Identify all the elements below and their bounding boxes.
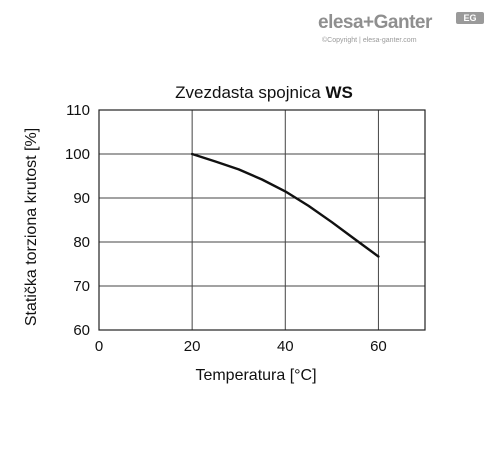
brand-copyright: ©Copyright | elesa-ganter.com — [322, 37, 417, 44]
x-axis-label: Temperatura [°C] — [195, 367, 316, 384]
y-tick-label: 80 — [73, 234, 90, 251]
x-tick-label: 20 — [184, 338, 201, 355]
x-tick-label: 60 — [370, 338, 387, 355]
plot-frame — [98, 109, 426, 331]
y-tick-label: 110 — [66, 102, 90, 119]
x-tick-label: 40 — [277, 338, 294, 355]
tick-labels: 0 20 40 60 60 70 80 90 100 110 — [65, 102, 387, 355]
chart-title-text: Zvezdasta spojnica — [175, 83, 321, 102]
brand-name: elesa+Ganter — [318, 12, 432, 33]
x-tick-label: 0 — [95, 338, 103, 355]
y-axis-label: Statička torziona krutost [%] — [23, 128, 40, 326]
y-tick-label: 90 — [73, 190, 90, 207]
y-tick-label: 60 — [73, 322, 90, 339]
series-line — [190, 152, 380, 258]
series-layer — [190, 152, 380, 258]
brand-logo: elesa+Ganter EG ©Copyright | elesa-gante… — [318, 12, 484, 52]
y-tick-label: 70 — [73, 278, 90, 295]
brand-badge: EG — [456, 12, 484, 24]
chart-title: Zvezdasta spojnica WS — [175, 83, 353, 102]
y-tick-label: 100 — [65, 146, 90, 163]
chart-title-bold: WS — [325, 83, 352, 102]
grid — [99, 110, 425, 330]
